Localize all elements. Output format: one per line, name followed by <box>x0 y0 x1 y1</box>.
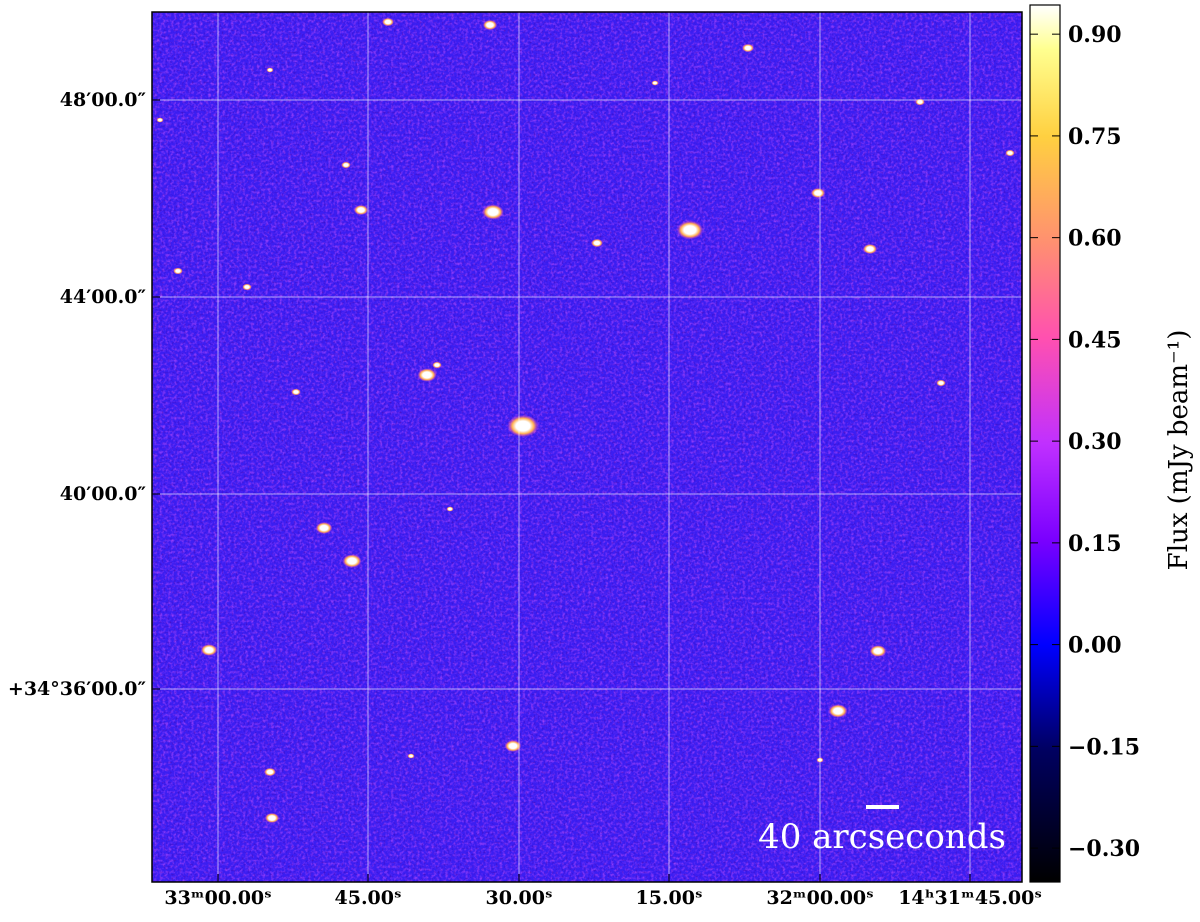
y-tick-label: +34°36′00.0″ <box>8 678 147 700</box>
radio-source <box>200 644 218 656</box>
colorbar-tick-label: 0.90 <box>1068 22 1122 48</box>
radio-source <box>156 117 164 123</box>
image-noise-dark <box>152 12 1022 882</box>
radio-source <box>862 243 878 255</box>
radio-source <box>242 283 252 291</box>
radio-source <box>264 767 276 777</box>
radio-source <box>810 187 826 199</box>
radio-source <box>407 753 415 759</box>
radio-source <box>482 19 498 31</box>
x-tick-label: 14ʰ31ᵐ45.00ˢ <box>898 887 1042 909</box>
radio-source <box>676 220 704 240</box>
radio-source <box>482 204 504 220</box>
x-tick-label: 33ᵐ00.00ˢ <box>164 887 271 909</box>
radio-source <box>651 80 659 86</box>
x-tick-label: 30.00ˢ <box>486 887 553 909</box>
y-tick-label: 40′00.0″ <box>60 483 147 505</box>
colorbar-label: Flux (mJy beam⁻¹) <box>1164 330 1194 571</box>
y-tick-label: 44′00.0″ <box>60 286 147 308</box>
radio-source <box>291 388 301 396</box>
colorbar-tick-label: 0.75 <box>1068 124 1122 150</box>
radio-source <box>417 368 437 382</box>
colorbar-tick-label: 0.15 <box>1068 531 1122 557</box>
radio-source <box>869 645 887 657</box>
radio-source <box>266 67 274 73</box>
radio-source <box>342 554 362 568</box>
radio-source <box>264 812 280 824</box>
sky-image <box>152 12 1022 882</box>
radio-source <box>446 506 454 512</box>
colorbar-tick-label: 0.60 <box>1068 226 1122 252</box>
radio-source <box>591 238 603 248</box>
colorbar <box>1029 4 1061 883</box>
radio-source <box>507 414 539 438</box>
radio-source <box>504 740 522 752</box>
radio-source <box>742 43 754 53</box>
radio-source <box>828 704 848 718</box>
colorbar-tick-label: −0.30 <box>1068 836 1140 862</box>
radio-source <box>315 522 333 534</box>
scale-bar-label: 40 arcseconds <box>758 817 1006 857</box>
colorbar-tick-label: −0.15 <box>1068 734 1140 760</box>
radio-source <box>936 379 946 387</box>
radio-source <box>353 204 369 216</box>
radio-source <box>432 361 442 369</box>
colorbar-tick-label: 0.30 <box>1068 429 1122 455</box>
radio-source <box>382 17 394 27</box>
scale-bar <box>866 805 899 809</box>
radio-source <box>173 267 183 275</box>
x-tick-label: 32ᵐ00.00ˢ <box>766 887 873 909</box>
plot-frame <box>151 11 1023 883</box>
radio-source <box>1005 149 1015 157</box>
colorbar-tick-label: 0.00 <box>1068 633 1122 659</box>
x-tick-label: 45.00ˢ <box>335 887 402 909</box>
radio-source <box>341 161 351 169</box>
colorbar-tick-label: 0.45 <box>1068 327 1122 353</box>
x-tick-label: 15.00ˢ <box>636 887 703 909</box>
y-tick-label: 48′00.0″ <box>60 89 147 111</box>
